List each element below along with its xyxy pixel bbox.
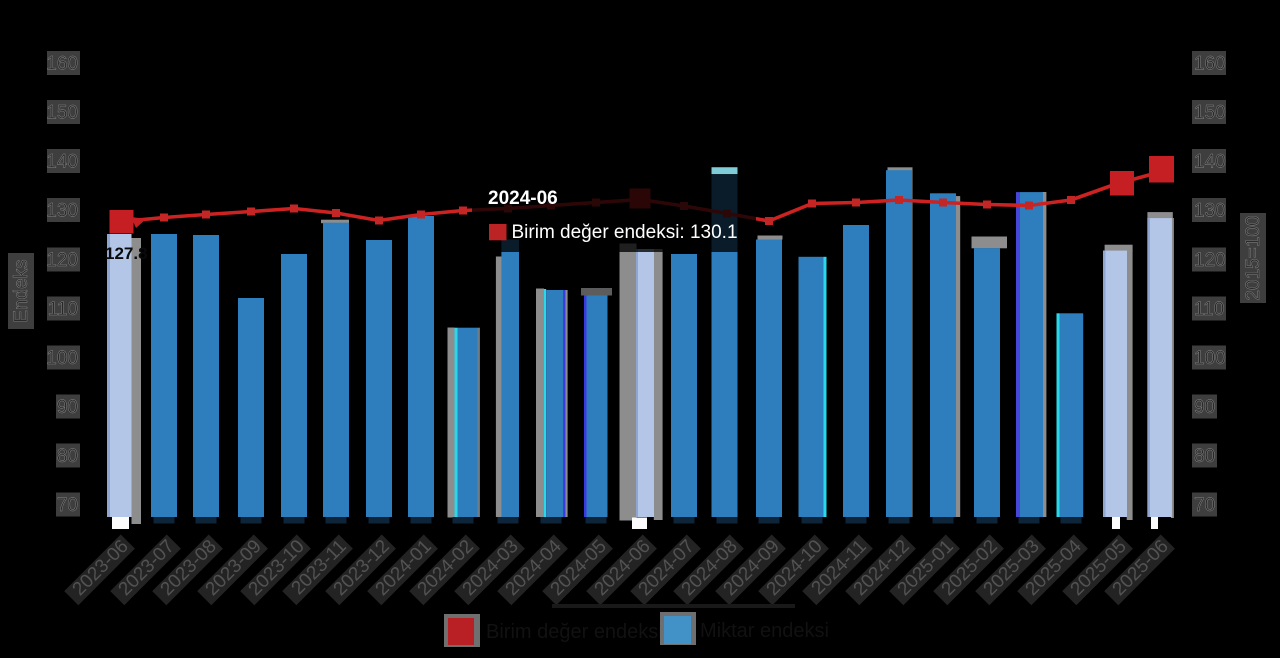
svg-text:120: 120 [1194,250,1226,271]
svg-text:130: 130 [46,201,78,222]
svg-text:90: 90 [1194,397,1215,418]
svg-text:2024-06: 2024-06 [488,188,558,209]
svg-text:100: 100 [1194,348,1226,369]
svg-text:160: 160 [1194,54,1226,75]
svg-text:70: 70 [1194,495,1215,516]
svg-text:150: 150 [1194,103,1226,124]
svg-text:2015=100: 2015=100 [1243,215,1264,300]
svg-text:140: 140 [46,152,78,173]
svg-text:127.8: 127.8 [105,244,148,263]
svg-text:70: 70 [57,495,78,516]
svg-text:Miktar endeksi: Miktar endeksi [700,620,829,642]
svg-text:80: 80 [57,446,78,467]
svg-text:110: 110 [1194,299,1224,320]
svg-text:150: 150 [46,103,78,124]
svg-text:140: 140 [1194,152,1226,173]
svg-text:Birim değer endeksi: 130.1: Birim değer endeksi: 130.1 [512,222,738,243]
svg-text:120: 120 [46,250,78,271]
svg-text:Endeks: Endeks [11,259,32,322]
svg-text:160: 160 [46,54,78,75]
svg-text:Birim değer endeksi: Birim değer endeksi [486,621,663,643]
svg-text:100: 100 [46,348,78,369]
svg-text:90: 90 [57,397,78,418]
svg-text:80: 80 [1194,446,1215,467]
svg-text:130: 130 [1194,201,1226,222]
svg-text:110: 110 [48,299,78,320]
